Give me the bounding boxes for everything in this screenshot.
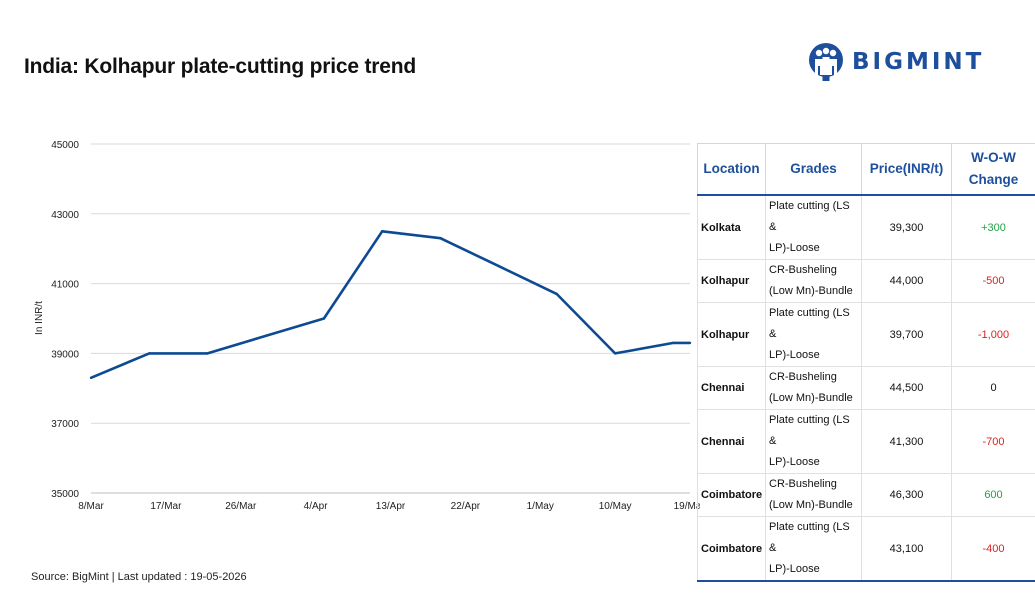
cell-location: Kolhapur: [697, 259, 766, 303]
brand-name: BIGMINT: [852, 49, 985, 75]
col-header-price: Price(INR/t): [861, 143, 952, 196]
data-point: [148, 352, 151, 355]
cell-price: 46,300: [861, 473, 952, 517]
data-point: [206, 352, 209, 355]
data-point: [555, 292, 559, 296]
table-row: Chennai CR-Busheling (Low Mn)-Bundle 44,500…: [697, 366, 1035, 410]
table-row: Kolkata Plate cutting (LS & LP)-Loose 39,30…: [697, 194, 1035, 260]
cell-wow-change: -400: [951, 516, 1035, 582]
y-tick-label: 45000: [51, 140, 79, 151]
x-tick-label: 13/Apr: [376, 501, 406, 512]
col-header-grades: Grades: [765, 143, 862, 196]
cell-location: Coimbatore: [697, 473, 766, 517]
data-point: [688, 341, 692, 345]
cell-price: 41,300: [861, 409, 952, 474]
data-point: [613, 352, 617, 355]
data-point: [89, 376, 93, 380]
table-row: Coimbatore CR-Busheling (Low Mn)-Bundle 46,…: [697, 473, 1035, 517]
cell-price: 44,000: [861, 259, 952, 303]
cell-grade: Plate cutting (LS & LP)-Loose: [765, 302, 862, 367]
data-points: [89, 230, 692, 380]
x-tick-label: 17/Mar: [150, 501, 182, 512]
y-tick-label: 35000: [51, 489, 79, 500]
grade-line2: (Low Mn)-Bundle: [769, 499, 853, 511]
col-header-wow-change: W-O-W Change: [951, 143, 1035, 196]
price-table-header: Location Grades Price(INR/t) W-O-W Chang…: [697, 143, 1035, 196]
x-tick-label: 22/Apr: [451, 501, 481, 512]
cell-wow-change: -700: [951, 409, 1035, 474]
cell-location: Chennai: [697, 409, 766, 474]
y-axis-ticks: 45000 43000 41000 39000 37000 35000: [51, 140, 79, 500]
data-point: [672, 341, 675, 345]
grade-line2: LP)-Loose: [769, 349, 820, 361]
x-tick-label: 8/Mar: [78, 501, 104, 512]
table-row: Kolhapur Plate cutting (LS & LP)-Loose 39,7…: [697, 302, 1035, 367]
cell-wow-change: 0: [951, 366, 1035, 410]
y-tick-label: 43000: [51, 210, 79, 221]
grade-line2: (Low Mn)-Bundle: [769, 285, 853, 297]
x-tick-label: 4/Apr: [304, 501, 329, 512]
grade-line2: LP)-Loose: [769, 563, 820, 575]
wow-line1: W-O-W: [971, 150, 1016, 165]
grade-line1: CR-Busheling: [769, 264, 837, 276]
grade-line1: Plate cutting (LS &: [769, 307, 850, 340]
cell-location: Kolkata: [697, 194, 766, 260]
table-row: Kolhapur CR-Busheling (Low Mn)-Bundle 44,00…: [697, 259, 1035, 303]
bigmint-logo-icon: [809, 43, 843, 81]
cell-location: Coimbatore: [697, 516, 766, 582]
x-tick-label: 26/Mar: [225, 501, 257, 512]
data-point: [264, 334, 267, 338]
cell-price: 39,700: [861, 302, 952, 367]
grade-line1: CR-Busheling: [769, 371, 837, 383]
cell-grade: CR-Busheling (Low Mn)-Bundle: [765, 473, 862, 517]
gridlines: [91, 143, 690, 494]
cell-price: 44,500: [861, 366, 952, 410]
grade-line1: Plate cutting (LS &: [769, 414, 850, 447]
x-tick-label: 19/May: [674, 501, 700, 512]
y-axis-label: In INR/t: [34, 301, 45, 335]
grade-line1: CR-Busheling: [769, 478, 837, 490]
cell-grade: Plate cutting (LS & LP)-Loose: [765, 516, 862, 582]
cell-grade: Plate cutting (LS & LP)-Loose: [765, 409, 862, 474]
col-header-location: Location: [697, 143, 766, 196]
cell-wow-change: -1,000: [951, 302, 1035, 367]
grade-line1: Plate cutting (LS &: [769, 200, 850, 233]
cell-wow-change: 600: [951, 473, 1035, 517]
grade-line1: Plate cutting (LS &: [769, 521, 850, 554]
x-tick-label: 1/May: [527, 501, 554, 512]
data-point: [380, 230, 384, 233]
cell-grade: CR-Busheling (Low Mn)-Bundle: [765, 366, 862, 410]
data-point: [497, 264, 500, 268]
cell-location: Chennai: [697, 366, 766, 410]
cell-price: 43,100: [861, 516, 952, 582]
wow-line2: Change: [968, 172, 1019, 187]
chart-title: India: Kolhapur plate-cutting price tren…: [24, 55, 416, 78]
cell-grade: CR-Busheling (Low Mn)-Bundle: [765, 259, 862, 303]
price-table: Location Grades Price(INR/t) W-O-W Chang…: [697, 143, 1035, 582]
cell-price: 39,300: [861, 194, 952, 260]
y-tick-label: 41000: [51, 280, 79, 291]
cell-grade: Plate cutting (LS & LP)-Loose: [765, 194, 862, 260]
grade-line2: LP)-Loose: [769, 456, 820, 468]
source-note: Source: BigMint | Last updated : 19-05-2…: [31, 571, 247, 583]
brand-logo: BIGMINT: [808, 40, 984, 84]
grade-line2: LP)-Loose: [769, 242, 820, 254]
x-axis-ticks: 8/Mar 17/Mar 26/Mar 4/Apr 13/Apr 22/Apr 1/May 1…: [78, 501, 700, 512]
y-tick-label: 37000: [51, 419, 79, 430]
price-trend-chart: 45000 43000 41000 39000 37000 35000 8/Mar 17/M…: [34, 140, 700, 512]
series-line-kolhapur-plate-cutting: [90, 230, 690, 379]
data-point: [322, 317, 326, 320]
x-tick-label: 10/May: [599, 501, 632, 512]
price-table-body: Kolkata Plate cutting (LS & LP)-Loose 39,30…: [697, 194, 1035, 582]
cell-wow-change: +300: [951, 194, 1035, 260]
table-row: Coimbatore Plate cutting (LS & LP)-Loose 43…: [697, 516, 1035, 582]
grade-line2: (Low Mn)-Bundle: [769, 392, 853, 404]
table-row: Chennai Plate cutting (LS & LP)-Loose 41,30…: [697, 409, 1035, 474]
data-point: [439, 237, 442, 240]
y-tick-label: 39000: [51, 349, 79, 360]
cell-location: Kolhapur: [697, 302, 766, 367]
cell-wow-change: -500: [951, 259, 1035, 303]
